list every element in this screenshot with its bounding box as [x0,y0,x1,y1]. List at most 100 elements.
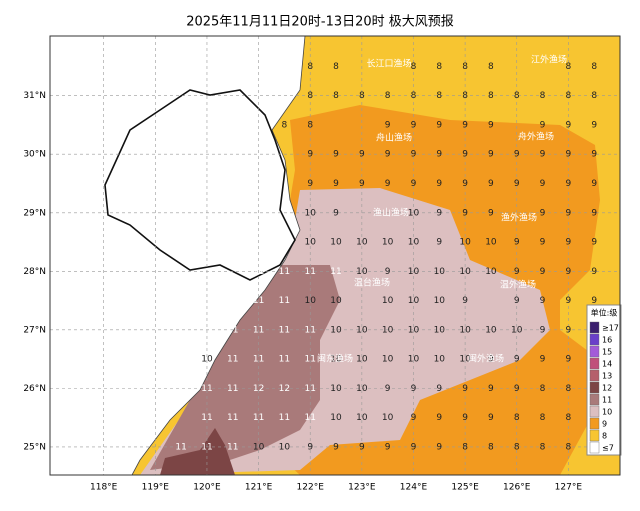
wind-value: 10 [279,442,291,452]
wind-value: 9 [566,120,572,130]
wind-value: 11 [253,325,264,335]
legend-label: 8 [602,432,607,441]
wind-value: 9 [540,120,546,130]
y-tick-label: 27°N [23,325,46,335]
wind-value: 9 [307,442,313,452]
wind-value: 8 [591,91,597,101]
wind-value: 9 [591,179,597,189]
legend-label: 14 [602,360,612,369]
wind-value: 9 [436,208,442,218]
wind-value: 10 [408,238,420,248]
fishing-ground-label: 江外渔场 [531,54,567,66]
wind-value: 8 [333,62,339,72]
wind-value: 10 [434,267,446,277]
wind-value: 11 [227,442,238,452]
wind-value: 10 [330,325,342,335]
wind-value: 10 [459,355,471,365]
wind-value: 10 [330,413,342,423]
wind-value: 9 [591,238,597,248]
wind-value: 9 [436,384,442,394]
legend-swatch [589,441,600,454]
wind-value: 8 [307,120,313,130]
x-tick-label: 122°E [297,483,325,493]
wind-value: 9 [488,355,494,365]
wind-value: 8 [566,91,572,101]
wind-value: 9 [514,384,520,394]
wind-value: 9 [566,150,572,160]
wind-value: 9 [411,442,417,452]
legend-label: 13 [602,372,612,381]
fishing-ground-label: 闽东渔场 [317,353,353,365]
wind-value: 11 [330,267,341,277]
wind-value: 9 [591,120,597,130]
wind-value: 8 [411,62,417,72]
wind-value: 10 [304,296,316,306]
sea-level-12 [160,428,235,475]
legend-label: 16 [602,336,612,345]
legend-label: ≤7 [602,444,614,453]
wind-value: 9 [488,413,494,423]
wind-value: 9 [411,413,417,423]
wind-value: 10 [459,267,471,277]
wind-value: 8 [436,62,442,72]
wind-value: 11 [279,325,290,335]
wind-value: 10 [485,238,497,248]
wind-value: 10 [356,267,368,277]
wind-value: 10 [511,325,523,335]
legend-label: 12 [602,384,612,393]
wind-value: 8 [333,91,339,101]
wind-value: 8 [540,91,546,101]
x-tick-label: 121°E [245,483,273,493]
wind-value: 9 [359,150,365,160]
map-frame [49,35,621,476]
legend-swatch [589,417,600,430]
wind-value: 9 [540,238,546,248]
wind-value: 9 [540,296,546,306]
wind-value: 9 [411,120,417,130]
wind-value: 8 [282,120,288,130]
wind-value: 9 [462,413,468,423]
wind-value: 9 [488,208,494,218]
wind-value: 10 [356,413,368,423]
wind-value: 10 [201,355,213,365]
wind-value: 11 [227,355,238,365]
wind-value: 8 [385,91,391,101]
wind-value: 8 [566,62,572,72]
wind-value: 11 [201,384,212,394]
wind-value: 9 [359,442,365,452]
wind-value: 9 [566,267,572,277]
wind-value: 10 [459,325,471,335]
legend-swatch [589,429,600,442]
wind-value: 9 [462,150,468,160]
wind-value: 9 [566,238,572,248]
wind-value: 9 [514,150,520,160]
wind-value: 9 [307,150,313,160]
wind-value: 9 [333,442,339,452]
legend-swatch [589,405,600,418]
fishing-ground-label: 舟山渔场 [376,132,412,144]
wind-value: 9 [436,150,442,160]
wind-value: 8 [514,413,520,423]
wind-value: 8 [591,62,597,72]
wind-value: 9 [385,384,391,394]
wind-value: 8 [540,442,546,452]
wind-value: 8 [462,91,468,101]
wind-value: 9 [540,150,546,160]
y-tick-label: 29°N [23,208,46,218]
wind-value: 10 [434,325,446,335]
legend-label: 15 [602,348,612,357]
legend-title: 单位:级 [591,308,618,318]
wind-value: 8 [566,413,572,423]
legend-label: 9 [602,420,607,429]
wind-value: 10 [356,325,368,335]
wind-value: 9 [514,267,520,277]
x-tick-label: 118°E [90,483,118,493]
wind-value: 11 [279,355,290,365]
wind-value: 9 [591,208,597,218]
wind-value: 10 [434,355,446,365]
wind-value: 11 [253,355,264,365]
wind-value: 9 [411,150,417,160]
wind-value: 8 [359,91,365,101]
wind-value: 8 [411,91,417,101]
